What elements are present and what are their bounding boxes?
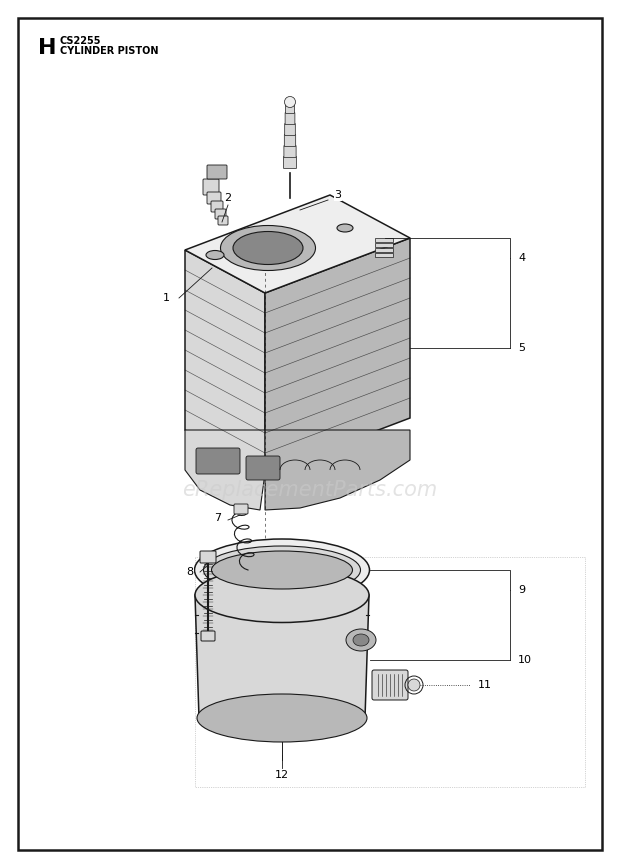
Text: eReplacementParts.com: eReplacementParts.com: [182, 480, 438, 500]
Ellipse shape: [195, 568, 369, 622]
FancyBboxPatch shape: [285, 113, 295, 124]
FancyBboxPatch shape: [285, 135, 296, 147]
Ellipse shape: [408, 679, 420, 691]
Ellipse shape: [353, 634, 369, 646]
Text: 2: 2: [224, 193, 231, 203]
FancyBboxPatch shape: [234, 504, 248, 514]
FancyBboxPatch shape: [375, 248, 393, 252]
FancyBboxPatch shape: [207, 165, 227, 179]
Text: 12: 12: [275, 770, 289, 780]
Ellipse shape: [346, 629, 376, 651]
FancyBboxPatch shape: [285, 102, 294, 114]
Ellipse shape: [197, 694, 367, 742]
FancyBboxPatch shape: [203, 179, 219, 195]
Polygon shape: [265, 238, 410, 473]
FancyBboxPatch shape: [283, 156, 296, 168]
Text: 3: 3: [335, 190, 342, 200]
FancyBboxPatch shape: [284, 146, 296, 157]
Text: 7: 7: [215, 513, 221, 523]
Text: CS2255: CS2255: [60, 36, 102, 46]
FancyBboxPatch shape: [218, 216, 228, 225]
Text: 9: 9: [518, 585, 525, 595]
FancyBboxPatch shape: [375, 243, 393, 247]
FancyBboxPatch shape: [375, 238, 393, 242]
FancyBboxPatch shape: [375, 253, 393, 257]
Polygon shape: [185, 430, 265, 510]
FancyBboxPatch shape: [207, 192, 221, 204]
Ellipse shape: [203, 546, 360, 594]
Ellipse shape: [233, 232, 303, 265]
FancyBboxPatch shape: [215, 209, 226, 219]
Polygon shape: [185, 195, 410, 293]
FancyBboxPatch shape: [196, 448, 240, 474]
Text: 1: 1: [162, 293, 169, 303]
Polygon shape: [265, 430, 410, 510]
Ellipse shape: [285, 96, 296, 108]
FancyBboxPatch shape: [246, 456, 280, 480]
Polygon shape: [185, 250, 265, 473]
FancyBboxPatch shape: [285, 123, 295, 135]
Text: 8: 8: [187, 567, 193, 577]
Ellipse shape: [206, 251, 224, 260]
Text: 11: 11: [478, 680, 492, 690]
Ellipse shape: [195, 539, 370, 601]
Ellipse shape: [337, 224, 353, 232]
Ellipse shape: [221, 226, 316, 271]
Text: 4: 4: [518, 253, 525, 263]
Text: H: H: [38, 38, 56, 58]
Text: 10: 10: [518, 655, 532, 665]
Ellipse shape: [211, 551, 353, 589]
FancyBboxPatch shape: [200, 551, 216, 563]
Text: CYLINDER PISTON: CYLINDER PISTON: [60, 46, 159, 56]
FancyBboxPatch shape: [211, 201, 223, 212]
Text: 5: 5: [518, 343, 525, 353]
Polygon shape: [195, 595, 369, 718]
Bar: [195, 557, 585, 787]
FancyBboxPatch shape: [201, 631, 215, 641]
FancyBboxPatch shape: [372, 670, 408, 700]
